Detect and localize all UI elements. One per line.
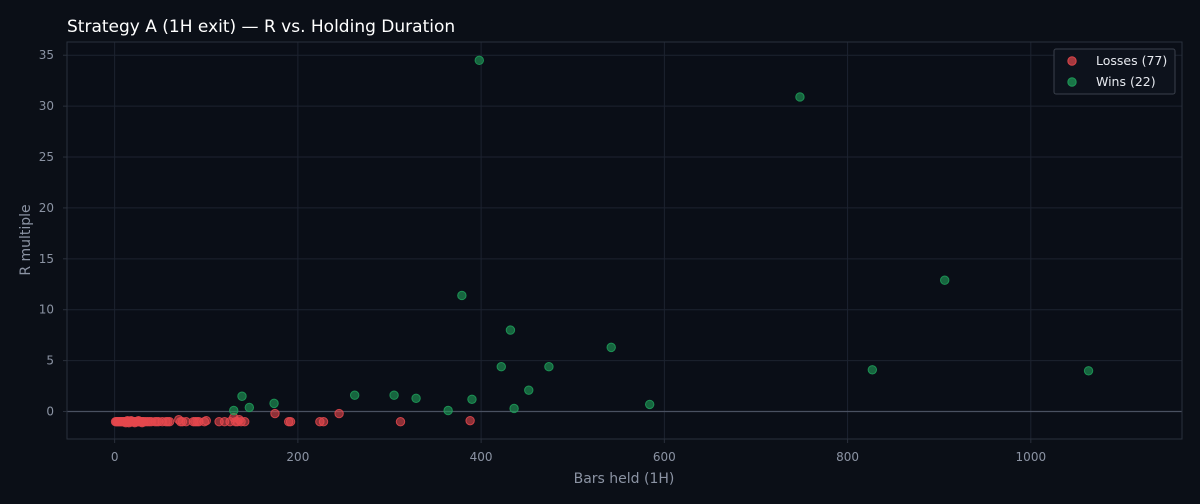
- grid-lines: [67, 42, 1182, 439]
- win-point: [237, 391, 247, 401]
- tick-labels: 0 5 10 15 20 25 30 35 0 200 400 600 800 1000: [39, 48, 1046, 464]
- legend-label-losses: Losses (77): [1096, 53, 1167, 68]
- loss-point: [164, 416, 175, 427]
- loss-point: [137, 418, 147, 428]
- series-wins: [229, 55, 1094, 416]
- x-tick-label: 800: [836, 450, 859, 464]
- plot-frame: [66, 41, 1183, 440]
- win-point: [229, 405, 239, 416]
- win-point: [544, 362, 554, 372]
- loss-point: [240, 416, 250, 427]
- chart-title: Strategy A (1H exit) — R vs. Holding Dur…: [67, 17, 455, 37]
- win-point: [457, 290, 467, 301]
- loss-point: [334, 408, 344, 419]
- loss-point: [201, 415, 211, 426]
- win-point: [509, 403, 519, 414]
- y-axis-label: R multiple: [18, 204, 34, 275]
- win-point: [606, 342, 616, 353]
- win-point: [389, 390, 399, 400]
- y-tick-label: 30: [39, 99, 54, 113]
- loss-point: [318, 416, 329, 427]
- win-point: [411, 393, 421, 403]
- plot-area: [67, 42, 1182, 439]
- win-point: [524, 385, 534, 395]
- x-tick-label: 200: [286, 450, 309, 464]
- loss-point: [395, 416, 406, 427]
- loss-point: [150, 416, 160, 427]
- legend-marker-losses: [1067, 56, 1077, 66]
- win-point: [474, 55, 484, 66]
- y-tick-label: 15: [39, 252, 54, 266]
- x-tick-label: 400: [470, 450, 493, 464]
- win-point: [1083, 366, 1094, 376]
- y-tick-label: 25: [39, 150, 54, 164]
- x-tick-label: 600: [653, 450, 676, 464]
- y-tick-label: 20: [39, 201, 54, 215]
- y-tick-label: 10: [39, 303, 54, 317]
- y-tick-label: 5: [46, 354, 54, 368]
- win-point: [269, 398, 279, 409]
- win-point: [467, 394, 477, 404]
- series-losses: [110, 408, 475, 428]
- win-point: [496, 362, 506, 372]
- y-tick-label: 35: [39, 48, 54, 62]
- win-point: [505, 325, 516, 335]
- win-point: [349, 390, 360, 400]
- win-point: [940, 275, 950, 285]
- legend: Losses (77) Wins (22): [1053, 48, 1176, 95]
- x-tick-label: 0: [111, 450, 119, 464]
- data-points: [110, 55, 1094, 428]
- win-point: [443, 405, 453, 416]
- legend-marker-wins: [1067, 77, 1077, 87]
- legend-box: [1053, 48, 1176, 95]
- y-tick-label: 0: [46, 405, 54, 419]
- win-point: [644, 399, 655, 410]
- win-point: [795, 92, 805, 102]
- x-axis-label: Bars held (1H): [574, 471, 675, 487]
- win-point: [867, 365, 878, 375]
- x-tick-label: 1000: [1016, 450, 1047, 464]
- win-point: [244, 402, 255, 413]
- legend-label-wins: Wins (22): [1096, 74, 1156, 89]
- loss-point: [285, 416, 296, 427]
- loss-point: [270, 408, 280, 419]
- loss-point: [465, 415, 475, 426]
